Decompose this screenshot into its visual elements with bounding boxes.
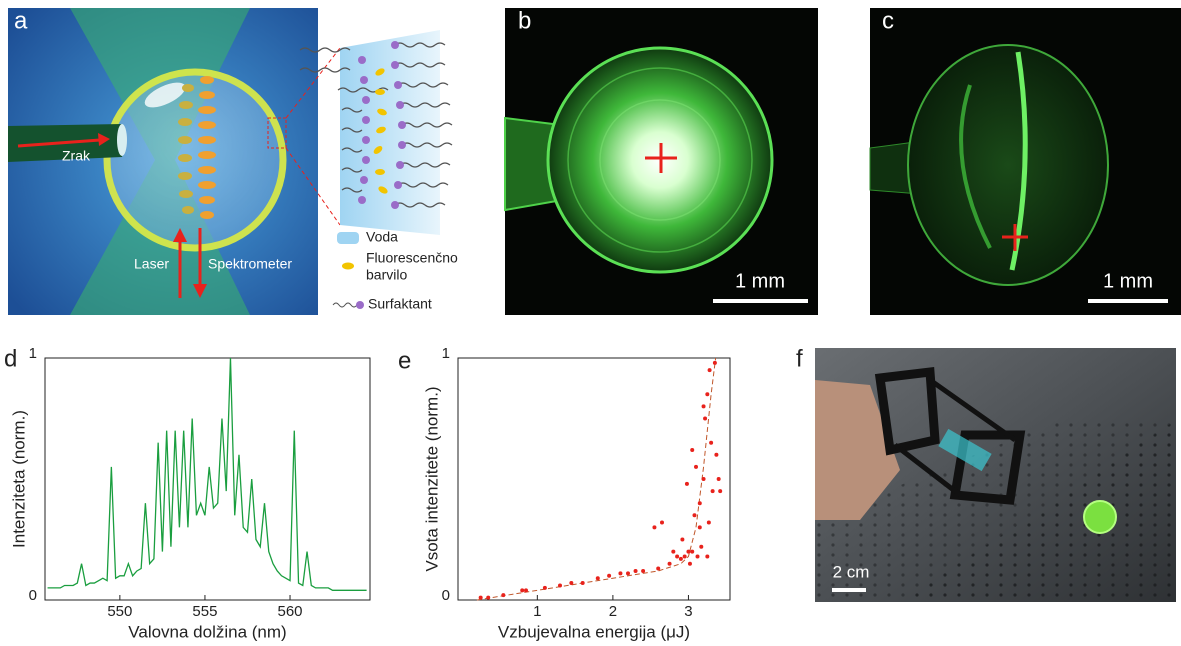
- data-point: [699, 545, 703, 549]
- data-point: [713, 361, 717, 365]
- data-point: [702, 404, 706, 408]
- data-point: [714, 453, 718, 457]
- page: {"panels": { "a": {"label": "a", "air": …: [0, 0, 1181, 646]
- y-tick-label: 0: [442, 587, 450, 604]
- data-point: [501, 593, 505, 597]
- legend-dye: [342, 263, 354, 270]
- fit-line: [477, 358, 716, 600]
- scale-label: 2 cm: [833, 562, 870, 581]
- panel-label: d: [4, 345, 17, 372]
- data-point: [626, 571, 630, 575]
- data-point: [705, 554, 709, 558]
- legend-label: Voda: [366, 229, 398, 245]
- data-point: [709, 441, 713, 445]
- legend-label: barvilo: [366, 267, 407, 283]
- data-point: [660, 521, 664, 525]
- panel-label: e: [398, 347, 411, 374]
- data-point: [686, 550, 690, 554]
- x-axis-label: Vzbujevalna energija (μJ): [498, 622, 690, 641]
- data-point: [708, 368, 712, 372]
- x-tick-label: 560: [278, 603, 303, 620]
- annotation: Zrak: [62, 148, 91, 164]
- panel-b: [505, 8, 818, 315]
- droplet: [908, 45, 1108, 285]
- data-point: [698, 501, 702, 505]
- x-tick-label: 550: [107, 603, 132, 620]
- x-tick-label: 2: [609, 603, 617, 620]
- figure: a Zrak Laser Spektrometer Voda Fluoresce…: [0, 0, 1181, 646]
- x-axis-label: Valovna dolžina (nm): [128, 622, 286, 641]
- x-tick-label: 3: [684, 603, 692, 620]
- data-point: [543, 586, 547, 590]
- data-point: [683, 554, 687, 558]
- spectrum-line: [48, 358, 367, 590]
- data-point: [634, 569, 638, 573]
- y-tick-label: 1: [29, 345, 37, 362]
- x-tick-label: 555: [192, 603, 217, 620]
- scale-label: 1 mm: [735, 270, 785, 292]
- y-axis-label: Vsota intenzitete (norm.): [422, 386, 441, 571]
- data-point: [717, 477, 721, 481]
- data-point: [668, 562, 672, 566]
- data-point: [711, 489, 715, 493]
- data-point: [707, 521, 711, 525]
- panel-c: [870, 8, 1181, 315]
- y-tick-label: 0: [29, 587, 37, 604]
- data-point: [702, 477, 706, 481]
- data-point: [698, 525, 702, 529]
- data-point: [569, 581, 573, 585]
- data-point: [596, 576, 600, 580]
- data-point: [685, 482, 689, 486]
- data-point: [641, 569, 645, 573]
- data-point: [656, 567, 660, 571]
- data-point: [679, 557, 683, 561]
- legend-label: Fluorescenčno: [366, 250, 458, 266]
- data-point: [690, 448, 694, 452]
- data-point: [696, 554, 700, 558]
- panel-label: f: [796, 345, 803, 372]
- panel-label: c: [882, 7, 894, 34]
- legend-water: [337, 232, 359, 244]
- y-axis-label: Intenziteta (norm.): [9, 410, 28, 548]
- annotation: Spektrometer: [208, 256, 292, 272]
- data-point: [703, 417, 707, 421]
- annotation: Laser: [134, 256, 169, 272]
- data-point: [692, 513, 696, 517]
- data-point: [618, 571, 622, 575]
- legend-surfactant-head: [356, 301, 364, 309]
- data-point: [581, 581, 585, 585]
- legend-label: Surfaktant: [368, 296, 432, 312]
- data-point: [479, 596, 483, 600]
- data-point: [558, 583, 562, 587]
- data-point: [652, 525, 656, 529]
- droplet: [1084, 501, 1116, 533]
- panel-label: b: [518, 7, 531, 34]
- legend-surfactant: [333, 303, 357, 307]
- data-point: [688, 562, 692, 566]
- data-point: [607, 574, 611, 578]
- data-point: [705, 392, 709, 396]
- x-tick-label: 1: [533, 603, 541, 620]
- data-point: [690, 550, 694, 554]
- needle-tip: [117, 124, 127, 156]
- data-point: [671, 550, 675, 554]
- data-point: [718, 489, 722, 493]
- y-tick-label: 1: [442, 345, 450, 362]
- data-point: [524, 588, 528, 592]
- data-point: [675, 554, 679, 558]
- data-point: [486, 596, 490, 600]
- droplet: [107, 72, 283, 248]
- scale-label: 1 mm: [1103, 270, 1153, 292]
- data-point: [520, 588, 524, 592]
- data-point: [694, 465, 698, 469]
- data-point: [680, 538, 684, 542]
- panel-label: a: [14, 7, 28, 34]
